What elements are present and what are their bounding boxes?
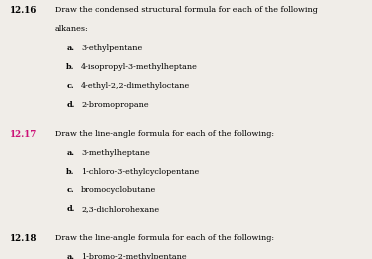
- Text: a.: a.: [66, 44, 74, 52]
- Text: 3-methylheptane: 3-methylheptane: [81, 149, 150, 157]
- Text: b.: b.: [66, 168, 75, 176]
- Text: 12.18: 12.18: [10, 234, 38, 243]
- Text: Draw the line-angle formula for each of the following:: Draw the line-angle formula for each of …: [55, 130, 274, 138]
- Text: 4-isopropyl-3-methylheptane: 4-isopropyl-3-methylheptane: [81, 63, 198, 71]
- Text: 12.17: 12.17: [10, 130, 38, 139]
- Text: 12.16: 12.16: [10, 6, 38, 16]
- Text: a.: a.: [66, 149, 74, 157]
- Text: 1-chloro-3-ethylcyclopentane: 1-chloro-3-ethylcyclopentane: [81, 168, 199, 176]
- Text: d.: d.: [66, 101, 75, 109]
- Text: c.: c.: [66, 82, 74, 90]
- Text: Draw the condensed structural formula for each of the following: Draw the condensed structural formula fo…: [55, 6, 318, 15]
- Text: 3-ethylpentane: 3-ethylpentane: [81, 44, 142, 52]
- Text: b.: b.: [66, 63, 75, 71]
- Text: alkanes:: alkanes:: [55, 25, 89, 33]
- Text: 4-ethyl-2,2-dimethyloctane: 4-ethyl-2,2-dimethyloctane: [81, 82, 190, 90]
- Text: 2,3-dichlorohexane: 2,3-dichlorohexane: [81, 205, 159, 213]
- Text: a.: a.: [66, 253, 74, 259]
- Text: 2-bromopropane: 2-bromopropane: [81, 101, 149, 109]
- Text: 1-bromo-2-methylpentane: 1-bromo-2-methylpentane: [81, 253, 187, 259]
- Text: c.: c.: [66, 186, 74, 195]
- Text: d.: d.: [66, 205, 75, 213]
- Text: bromocyclobutane: bromocyclobutane: [81, 186, 156, 195]
- Text: Draw the line-angle formula for each of the following:: Draw the line-angle formula for each of …: [55, 234, 274, 242]
